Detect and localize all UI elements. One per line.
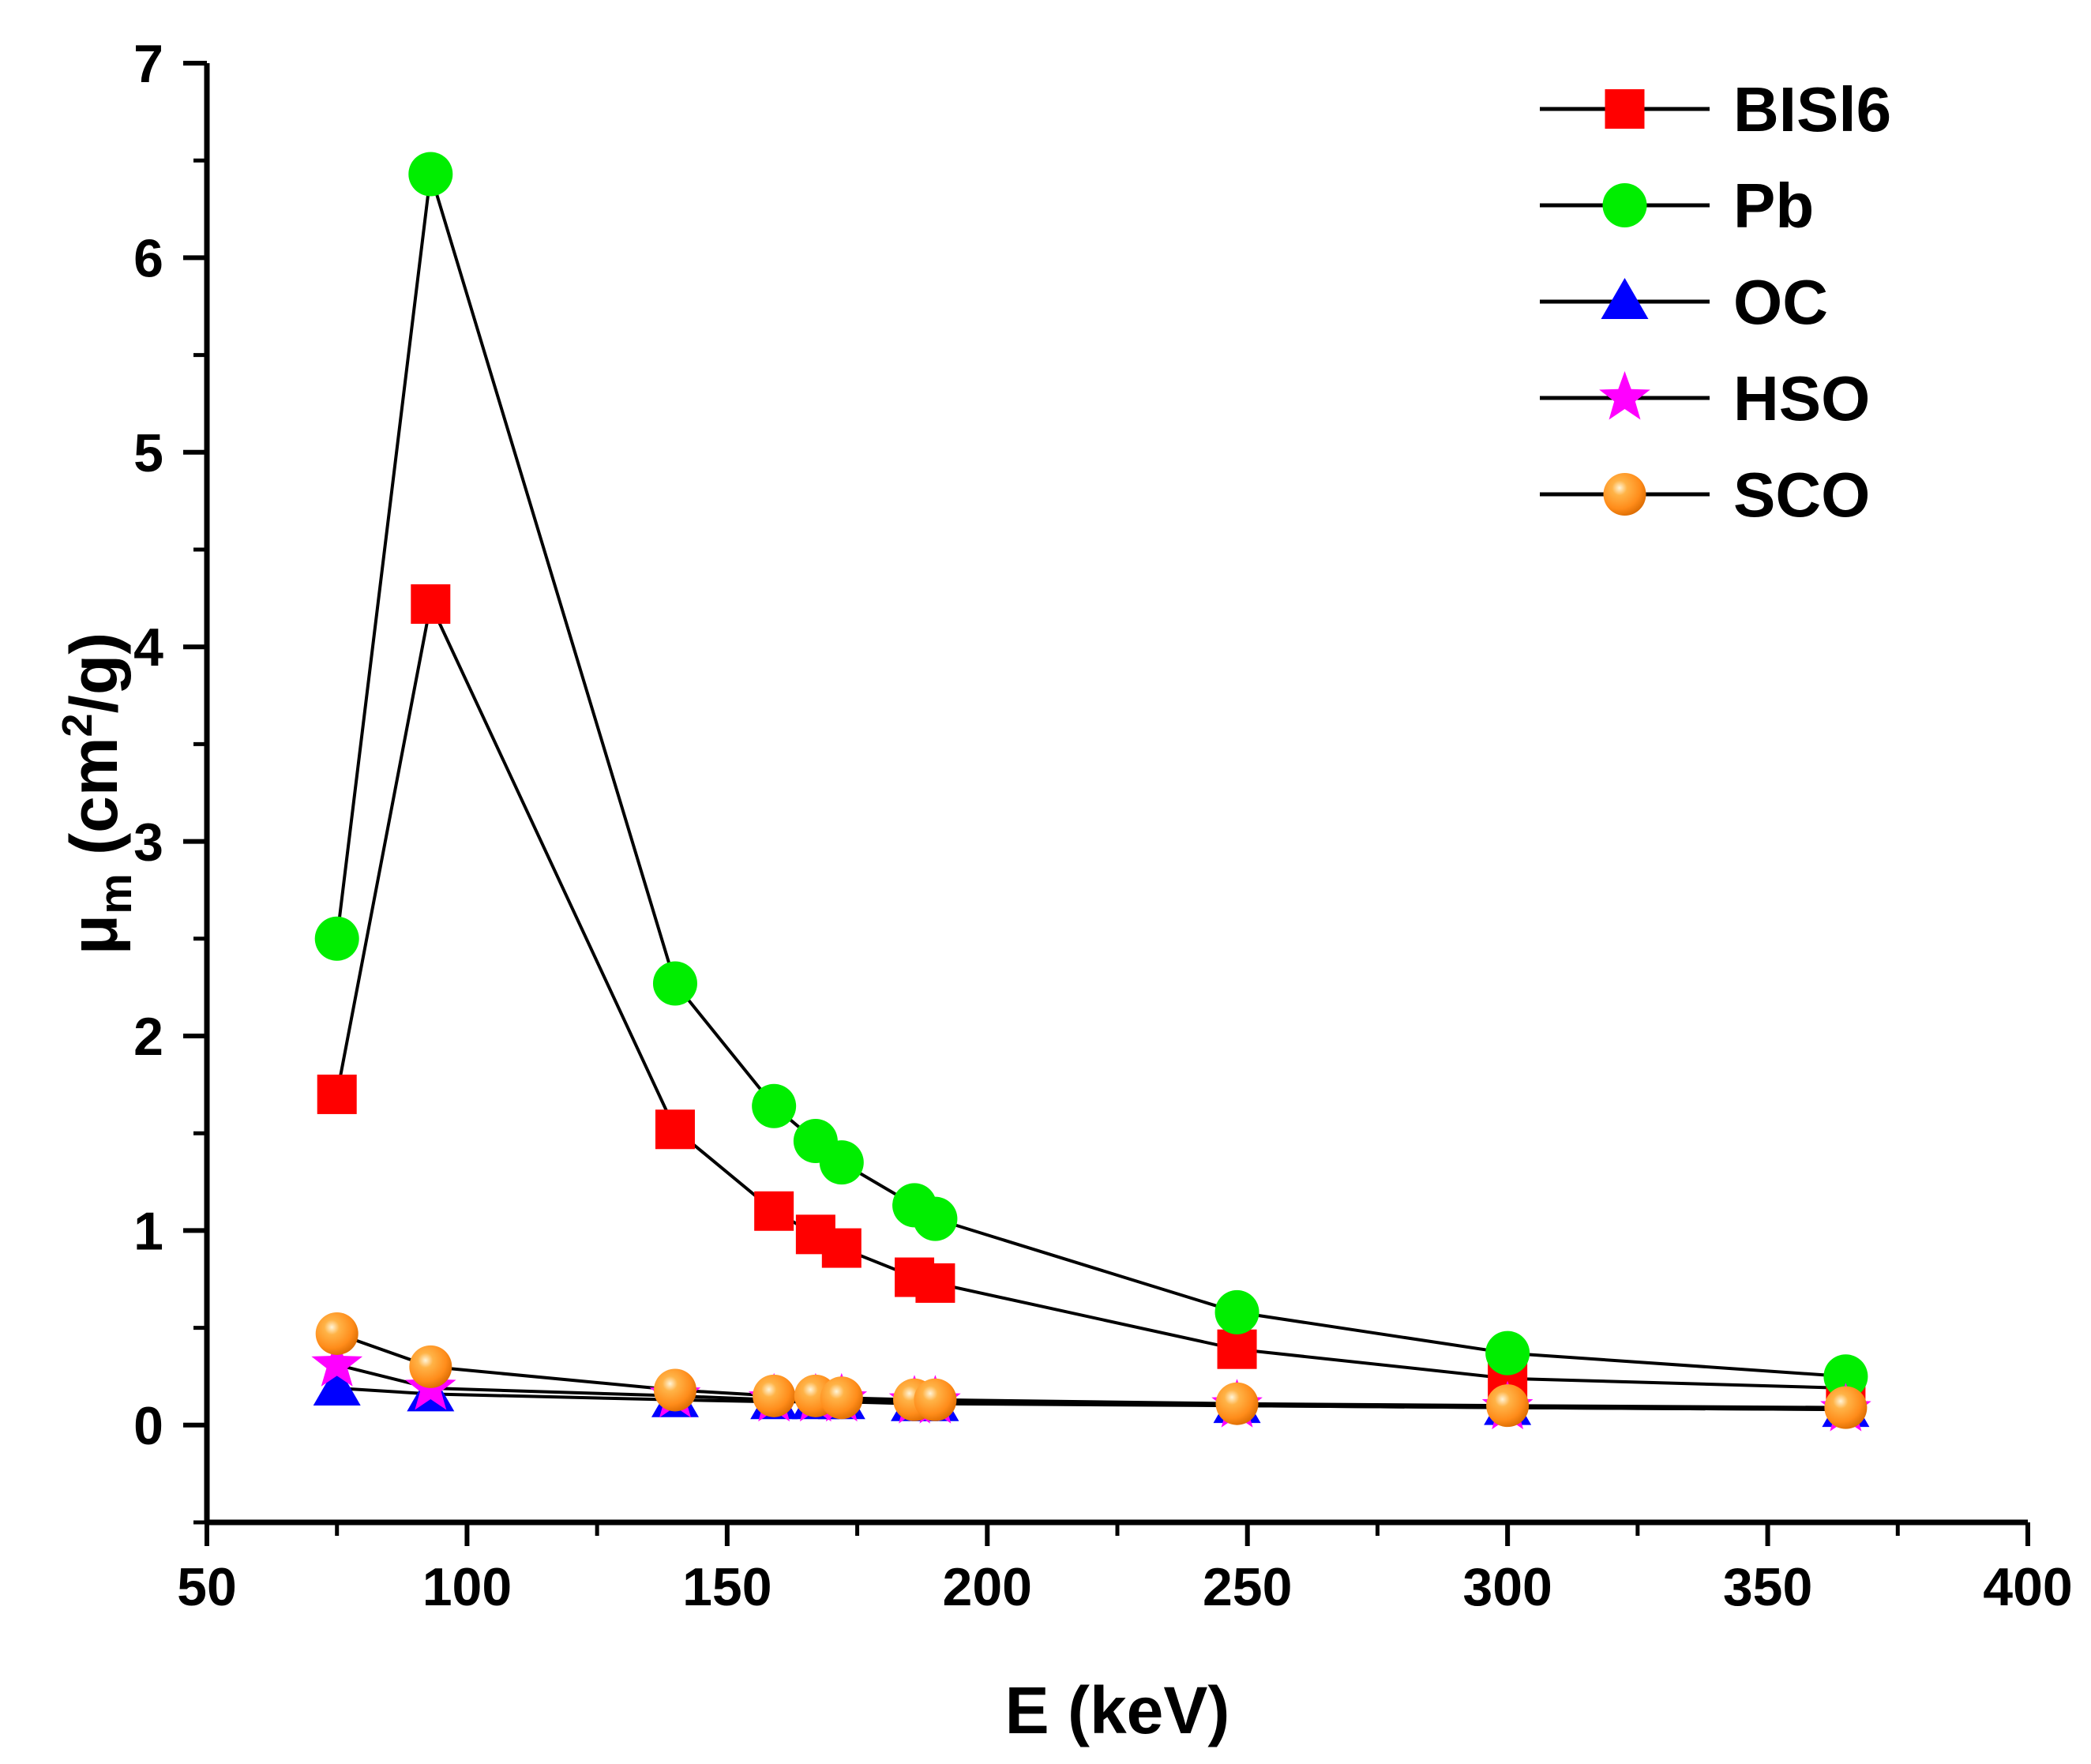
y-tick-label: 6 bbox=[133, 228, 163, 288]
legend-label: HSO bbox=[1733, 363, 1870, 433]
x-tick-label: 300 bbox=[1462, 1557, 1552, 1617]
y-tick-label: 5 bbox=[133, 423, 163, 483]
y-axis-title-unit: (cm bbox=[57, 737, 131, 873]
legend-item-bisl6: BISl6 bbox=[1540, 74, 1891, 144]
y-tick-label: 2 bbox=[133, 1007, 163, 1067]
y-tick-label: 1 bbox=[133, 1201, 163, 1261]
data-point-bisl6 bbox=[915, 1263, 955, 1303]
y-axis-title: μm (cm2/g) bbox=[54, 632, 141, 955]
data-point-bisl6 bbox=[655, 1109, 695, 1150]
legend-marker-oc bbox=[1601, 278, 1649, 319]
legend-item-hso: HSO bbox=[1540, 363, 1870, 433]
data-point-pb bbox=[1485, 1331, 1530, 1376]
data-point-sco bbox=[914, 1378, 957, 1421]
legend-label: SCO bbox=[1733, 460, 1870, 530]
data-point-bisl6 bbox=[1217, 1329, 1257, 1369]
series-line-bisl6 bbox=[335, 599, 1846, 1390]
x-tick-label: 350 bbox=[1723, 1557, 1812, 1617]
x-tick-label: 250 bbox=[1203, 1557, 1292, 1617]
data-point-oc bbox=[313, 1364, 361, 1406]
legend-marker-sco bbox=[1603, 473, 1646, 516]
legend-marker-bisl6 bbox=[1605, 89, 1645, 129]
data-point-pb bbox=[314, 916, 359, 961]
data-point-bisl6 bbox=[821, 1228, 862, 1268]
y-axis-title-end: /g) bbox=[57, 632, 131, 714]
legend-label: OC bbox=[1733, 267, 1828, 337]
x-tick-label: 100 bbox=[422, 1557, 512, 1617]
series-markers-hso bbox=[311, 1338, 1871, 1432]
data-point-hso bbox=[311, 1338, 363, 1387]
legend-marker-hso bbox=[1599, 371, 1650, 420]
y-tick-label: 4 bbox=[133, 617, 163, 677]
data-point-sco bbox=[315, 1312, 359, 1355]
y-tick-label: 3 bbox=[133, 813, 163, 873]
data-point-bisl6 bbox=[411, 584, 451, 624]
data-point-pb bbox=[408, 152, 453, 197]
legend: BISl6 Pb OC HSO SCO bbox=[1540, 74, 1891, 530]
data-point-sco bbox=[1215, 1382, 1259, 1425]
series-markers-sco bbox=[315, 1312, 1868, 1429]
data-point-pb bbox=[913, 1196, 958, 1241]
x-tick-label: 150 bbox=[682, 1557, 771, 1617]
x-tick-label: 200 bbox=[943, 1557, 1032, 1617]
data-point-sco bbox=[820, 1376, 863, 1420]
x-tick-label: 50 bbox=[177, 1557, 237, 1617]
legend-label: Pb bbox=[1733, 171, 1814, 241]
y-axis-title-sub: m bbox=[90, 873, 141, 914]
legend-item-oc: OC bbox=[1540, 267, 1828, 337]
data-point-sco bbox=[1486, 1384, 1530, 1428]
y-axis-title-sup: 2 bbox=[54, 713, 101, 737]
data-point-bisl6 bbox=[754, 1191, 794, 1231]
series-line-pb bbox=[335, 173, 1846, 1379]
data-point-sco bbox=[409, 1345, 452, 1388]
data-point-pb bbox=[819, 1140, 864, 1185]
data-point-pb bbox=[1214, 1289, 1259, 1334]
legend-label: BISl6 bbox=[1733, 74, 1891, 144]
data-point-sco bbox=[1824, 1386, 1868, 1429]
data-point-sco bbox=[653, 1368, 696, 1412]
data-point-pb bbox=[652, 961, 697, 1006]
svg-text:μm (cm2/g): μm (cm2/g) bbox=[54, 632, 141, 955]
legend-item-sco: SCO bbox=[1540, 460, 1870, 530]
legend-item-pb: Pb bbox=[1540, 171, 1814, 241]
y-tick-label: 0 bbox=[133, 1396, 163, 1456]
series-markers-pb bbox=[314, 152, 1868, 1399]
data-point-pb bbox=[752, 1083, 797, 1128]
y-tick-label: 7 bbox=[133, 34, 163, 94]
y-axis-title-mu: μ bbox=[57, 914, 131, 955]
data-point-bisl6 bbox=[317, 1074, 357, 1114]
data-point-pb bbox=[1823, 1354, 1868, 1399]
series-markers-bisl6 bbox=[317, 584, 1866, 1408]
x-axis-title: E (keV) bbox=[1005, 1673, 1230, 1747]
x-tick-label: 400 bbox=[1983, 1557, 2072, 1617]
legend-marker-pb bbox=[1602, 183, 1647, 227]
data-point-sco bbox=[753, 1374, 796, 1417]
